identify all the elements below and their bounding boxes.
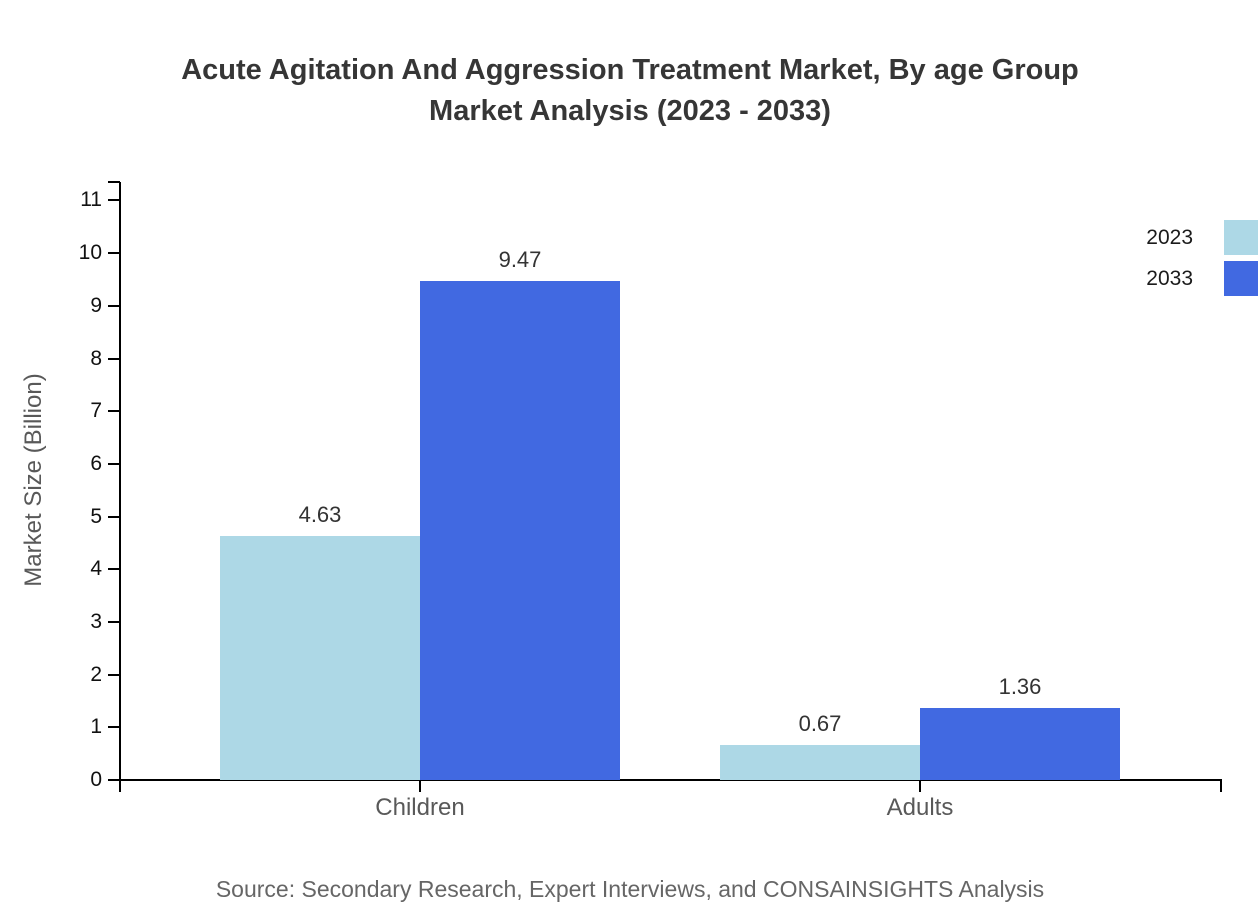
y-tick-mark — [108, 779, 120, 781]
y-tick-label: 9 — [90, 293, 102, 317]
legend-swatch-2023 — [1224, 220, 1258, 255]
legend-swatch-2033 — [1224, 261, 1258, 296]
y-tick-label: 2 — [90, 662, 102, 686]
y-tick-label: 1 — [90, 715, 102, 739]
x-tick-mark — [419, 780, 421, 792]
y-tick-mark — [108, 252, 120, 255]
bar-value-label: 0.67 — [798, 710, 842, 736]
x-tick-mark — [919, 780, 921, 792]
y-tick-mark — [108, 673, 120, 676]
bar-value-label: 9.47 — [498, 247, 542, 273]
bar-adults-2033 — [920, 708, 1120, 780]
bar-children-2023 — [220, 536, 420, 780]
y-tick-label: 3 — [90, 609, 102, 633]
chart-title-line1: Acute Agitation And Aggression Treatment… — [181, 54, 1079, 86]
x-axis-endcap-right — [1220, 780, 1222, 792]
y-tick-label: 6 — [90, 451, 102, 475]
bar-value-label: 4.63 — [298, 502, 342, 528]
y-tick-mark — [108, 199, 120, 202]
y-tick-mark — [108, 515, 120, 518]
y-tick-label: 11 — [80, 188, 102, 212]
bar-adults-2023 — [720, 744, 920, 780]
y-tick-mark — [108, 568, 120, 571]
y-axis-line — [119, 182, 121, 780]
y-tick-mark — [108, 304, 120, 307]
y-tick-label: 5 — [90, 504, 102, 528]
bar-value-label: 1.36 — [998, 674, 1042, 700]
y-tick-label: 8 — [90, 346, 102, 370]
chart-title: Acute Agitation And Aggression Treatment… — [0, 50, 1260, 132]
y-tick-mark — [108, 726, 120, 729]
y-tick-label: 0 — [90, 768, 102, 791]
y-tick-label: 4 — [90, 557, 102, 581]
x-axis-line — [119, 779, 1222, 781]
x-category-label: Children — [375, 794, 465, 821]
y-tick-label: 7 — [90, 399, 102, 423]
bar-children-2033 — [420, 281, 620, 780]
legend-label-2023: 2023 — [1146, 226, 1193, 249]
y-tick-mark — [108, 462, 120, 465]
x-axis-endcap-left — [119, 780, 121, 792]
y-tick-mark — [108, 410, 120, 413]
chart-title-line2: Market Analysis (2023 - 2033) — [429, 95, 831, 127]
legend-label-2033: 2033 — [1146, 267, 1193, 290]
y-tick-mark — [108, 620, 120, 623]
source-note: Source: Secondary Research, Expert Inter… — [215, 876, 1045, 902]
y-tick-mark — [108, 357, 120, 360]
x-category-label: Adults — [886, 794, 954, 821]
y-tick-label: 10 — [78, 241, 102, 265]
y-axis-endcap — [108, 181, 120, 183]
